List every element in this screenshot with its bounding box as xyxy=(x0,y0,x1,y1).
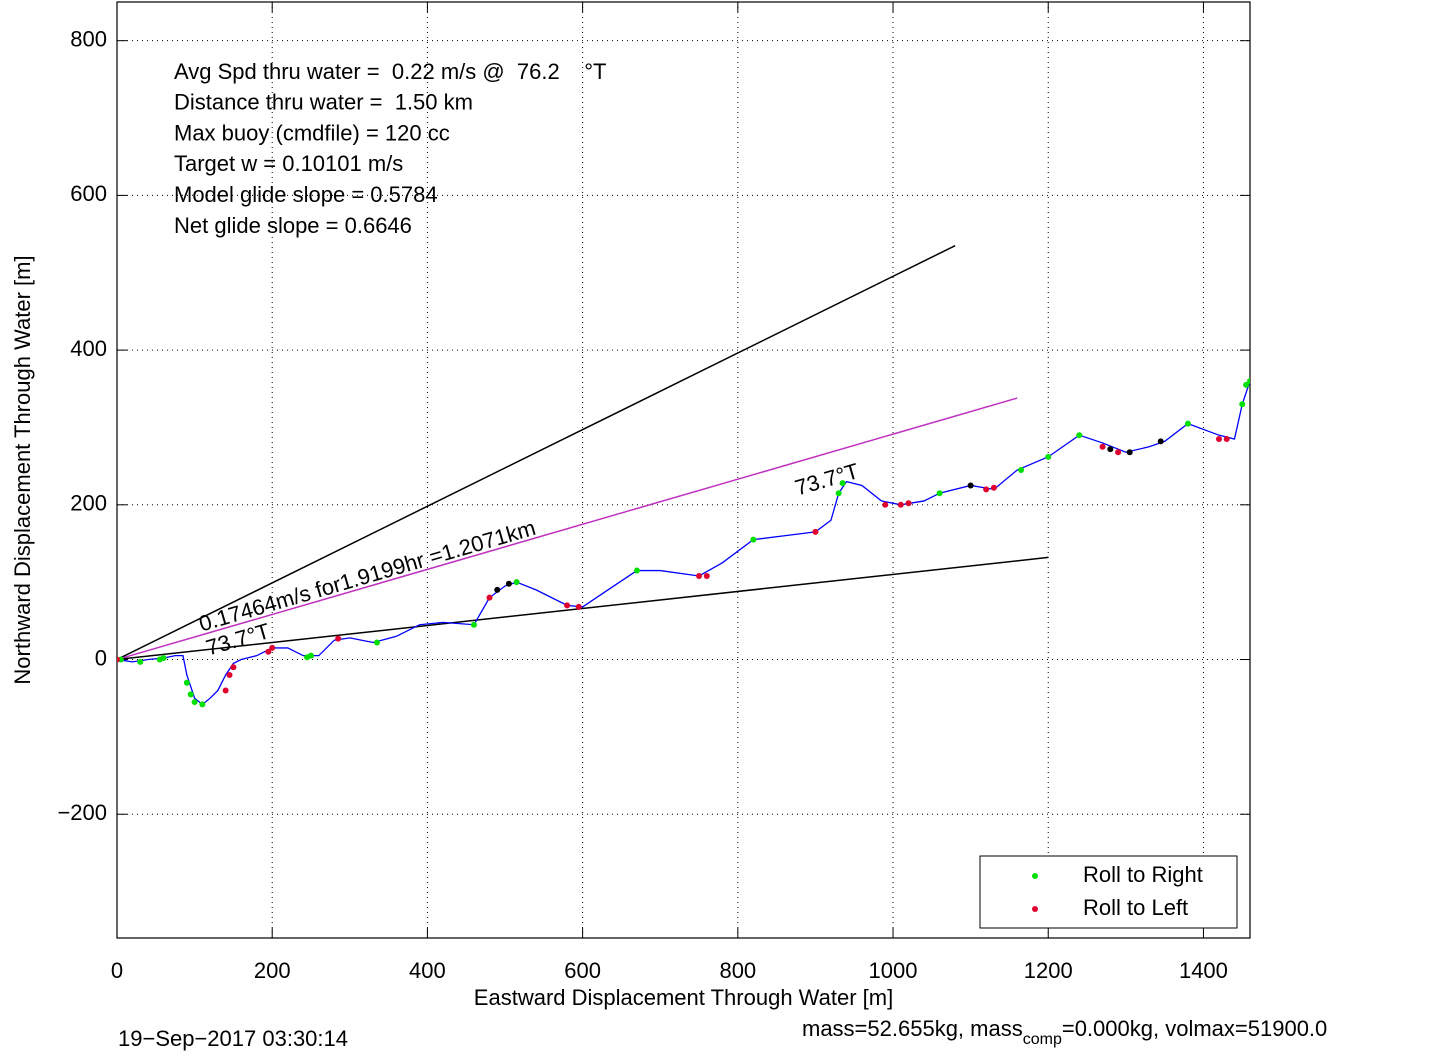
point xyxy=(882,501,889,508)
point xyxy=(564,602,571,609)
plot-frame xyxy=(116,1,1251,939)
point xyxy=(983,486,990,493)
point xyxy=(1184,420,1191,427)
footer-part: comp xyxy=(1023,1031,1062,1048)
legend-marker xyxy=(1032,873,1038,879)
x-tick-label: 600 xyxy=(564,958,601,983)
y-axis-label: Northward Displacement Through Water [m] xyxy=(10,255,35,684)
point xyxy=(750,536,757,543)
point xyxy=(265,648,272,655)
point xyxy=(269,644,276,651)
footer-right: mass=52.655kg, masscomp=0.000kg, volmax=… xyxy=(802,1016,1327,1048)
point xyxy=(373,639,380,646)
point xyxy=(990,484,997,491)
point xyxy=(486,594,493,601)
point xyxy=(183,679,190,686)
legend-marker xyxy=(1032,906,1038,912)
y-tick-label: 0 xyxy=(95,645,107,670)
point xyxy=(1239,401,1246,408)
x-tick-label: 800 xyxy=(719,958,756,983)
point xyxy=(1247,378,1250,385)
point xyxy=(505,580,512,587)
info-text: Target w = 0.10101 m/s xyxy=(174,151,403,176)
point xyxy=(1215,436,1222,443)
point xyxy=(696,572,703,579)
point xyxy=(226,671,233,678)
x-tick-label: 0 xyxy=(111,958,123,983)
info-text: Avg Spd thru water = 0.22 m/s @ 76.2 °T xyxy=(174,59,606,84)
line xyxy=(117,556,1049,661)
point xyxy=(199,701,206,708)
point xyxy=(812,528,819,535)
point xyxy=(575,603,582,610)
plot-layer xyxy=(117,244,1250,708)
footer-part: =0.000kg, volmax=51900.0 xyxy=(1062,1016,1327,1041)
footer-part: mass=52.655kg, mass xyxy=(802,1016,1023,1041)
point xyxy=(1107,446,1114,453)
point xyxy=(137,658,144,665)
point xyxy=(1018,467,1025,473)
legend-label: Roll to Left xyxy=(1083,895,1188,920)
point xyxy=(905,500,912,507)
point xyxy=(835,490,842,497)
point xyxy=(117,656,120,663)
x-tick-label: 400 xyxy=(409,958,446,983)
point xyxy=(494,586,501,593)
point xyxy=(308,652,315,659)
point xyxy=(1045,453,1052,460)
x-axis-label: Eastward Displacement Through Water [m] xyxy=(474,985,893,1010)
line xyxy=(117,244,956,661)
point xyxy=(230,664,237,671)
point xyxy=(703,572,710,579)
y-tick-label: 800 xyxy=(70,26,107,51)
point xyxy=(1243,381,1250,388)
info-text: Net glide slope = 0.6646 xyxy=(174,213,412,238)
y-tick-label: 200 xyxy=(70,491,107,516)
y-tick-label: −200 xyxy=(57,800,107,825)
point xyxy=(222,687,229,694)
point xyxy=(1076,432,1083,439)
info-text: Distance thru water = 1.50 km xyxy=(174,90,473,115)
legend-label: Roll to Right xyxy=(1083,862,1203,887)
point xyxy=(1157,438,1164,445)
y-tick-label: 400 xyxy=(70,336,107,361)
point xyxy=(160,654,167,661)
point xyxy=(1223,436,1230,443)
point xyxy=(633,567,640,574)
info-text: Max buoy (cmdfile) = 120 cc xyxy=(174,120,450,145)
footer-left: 19−Sep−2017 03:30:14 xyxy=(118,1026,348,1051)
point xyxy=(191,699,198,706)
x-tick-label: 1400 xyxy=(1179,958,1228,983)
point xyxy=(470,621,477,628)
point xyxy=(335,635,342,642)
point xyxy=(897,501,904,508)
point xyxy=(967,482,974,489)
point xyxy=(187,691,194,698)
legend-box xyxy=(979,855,1238,929)
point xyxy=(839,480,846,487)
point xyxy=(1126,449,1133,456)
info-text: Model glide slope = 0.5784 xyxy=(174,182,438,207)
y-tick-label: 600 xyxy=(70,181,107,206)
point xyxy=(513,579,520,586)
point xyxy=(1099,443,1106,450)
point xyxy=(936,490,943,497)
x-tick-label: 200 xyxy=(254,958,291,983)
point xyxy=(1115,449,1122,456)
line xyxy=(117,380,1250,706)
x-tick-label: 1200 xyxy=(1024,958,1073,983)
x-tick-label: 1000 xyxy=(869,958,918,983)
line xyxy=(117,397,1018,661)
